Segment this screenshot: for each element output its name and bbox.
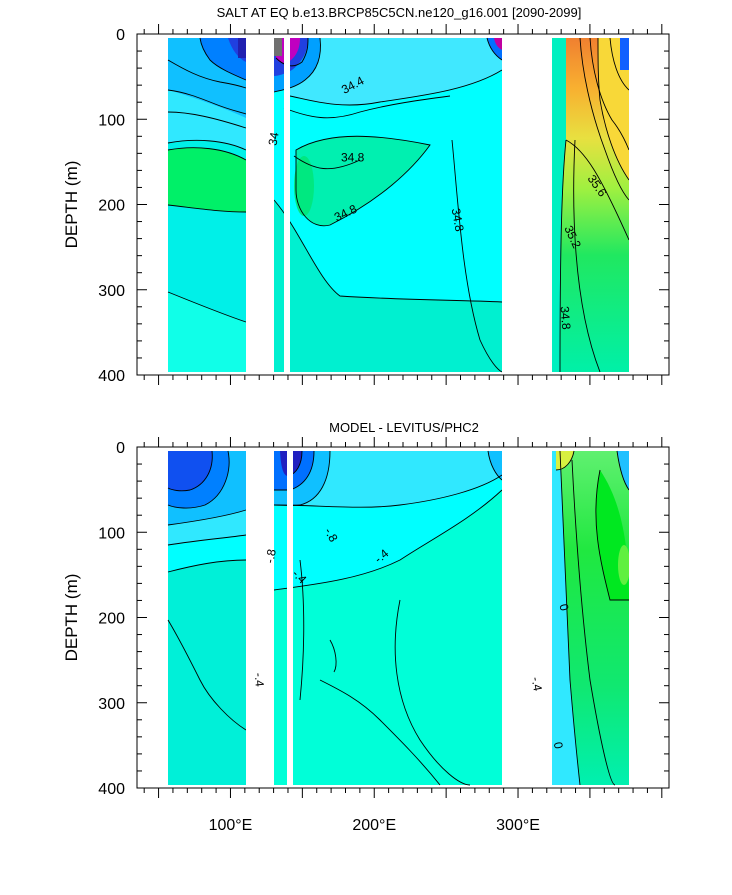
indian-darkest: [168, 451, 213, 491]
land-gap: [287, 451, 293, 785]
pacific-upper-cyan: [274, 38, 502, 106]
land-masks-2: [246, 451, 657, 785]
land-gap: [629, 451, 657, 785]
indian-deep-band: [168, 292, 246, 372]
land-gap: [629, 38, 657, 372]
atlantic-west-fresh: [552, 38, 566, 372]
x-tick-label: 100°E: [209, 817, 253, 834]
atlantic-east-blue: [617, 451, 629, 490]
y-tick-label: 100: [98, 525, 125, 542]
y-axis-title: DEPTH (m): [62, 574, 81, 662]
panel-1-title: SALT AT EQ b.e13.BRCP85C5CN.ne120_g16.00…: [217, 5, 582, 20]
y-tick-label: 300: [98, 283, 125, 300]
land-gap: [246, 38, 274, 372]
pacific-warm-tongue: [296, 136, 430, 226]
land-gap: [246, 451, 274, 785]
contour-label: 34.8: [341, 151, 365, 165]
atlantic-yellow-green: [618, 545, 630, 585]
contour-label: -.4: [252, 672, 267, 687]
pacific-light-blue: [274, 451, 502, 508]
land-gap: [284, 38, 290, 372]
y-tick-label: 200: [98, 198, 125, 215]
contour-label: 0: [551, 741, 566, 750]
contour-label: 34: [266, 131, 282, 147]
y-tick-label: 0: [116, 440, 125, 457]
x-tick-label: 200°E: [352, 817, 396, 834]
difference-field: [168, 451, 630, 785]
contour-label: -.8: [322, 525, 341, 544]
difference-contours: [167, 450, 630, 786]
contour-label: -.8: [263, 548, 279, 565]
land-gap: [502, 38, 552, 372]
pacific-green-core: [294, 156, 314, 216]
axes-1: 0 100 200 300 400 DEPTH (m): [62, 24, 670, 385]
x-tick-label: 300°E: [496, 817, 540, 834]
y-tick-label: 400: [98, 781, 125, 798]
y-tick-label: 100: [98, 112, 125, 129]
pacific-east-violet: [494, 38, 502, 50]
y-tick-label: 200: [98, 611, 125, 628]
pacific-east-blue: [488, 451, 502, 480]
y-tick-label: 400: [98, 368, 125, 385]
indian-navy: [238, 38, 246, 58]
contour-label: 0: [556, 602, 571, 612]
salinity-contours: [167, 37, 630, 373]
pacific-land-patch: [274, 38, 282, 56]
pacific-deep-green: [274, 200, 502, 372]
contour-label: 34.8: [449, 207, 467, 233]
land-masks-1: [246, 38, 657, 372]
panel-salinity: SALT AT EQ b.e13.BRCP85C5CN.ne120_g16.00…: [62, 5, 670, 385]
land-gap: [502, 451, 552, 785]
atlantic-west-cyan: [552, 451, 580, 785]
axes-2: 0 100 200 300 400 100°E 200°E 300°E DEPTH (m): [62, 437, 670, 834]
panel-difference: MODEL - LEVITUS/PHC2: [62, 420, 670, 834]
panel-2-title: MODEL - LEVITUS/PHC2: [329, 420, 479, 435]
atlantic-east-gold: [598, 38, 629, 180]
contour-label: -.4: [529, 676, 545, 693]
contour-label: 34.8: [557, 306, 573, 331]
y-axis-title: DEPTH (m): [62, 161, 81, 249]
indian-green-lens: [168, 147, 246, 212]
salinity-field: [168, 38, 629, 372]
atlantic-east-blue: [620, 38, 629, 70]
y-tick-label: 0: [116, 27, 125, 44]
y-tick-label: 300: [98, 696, 125, 713]
